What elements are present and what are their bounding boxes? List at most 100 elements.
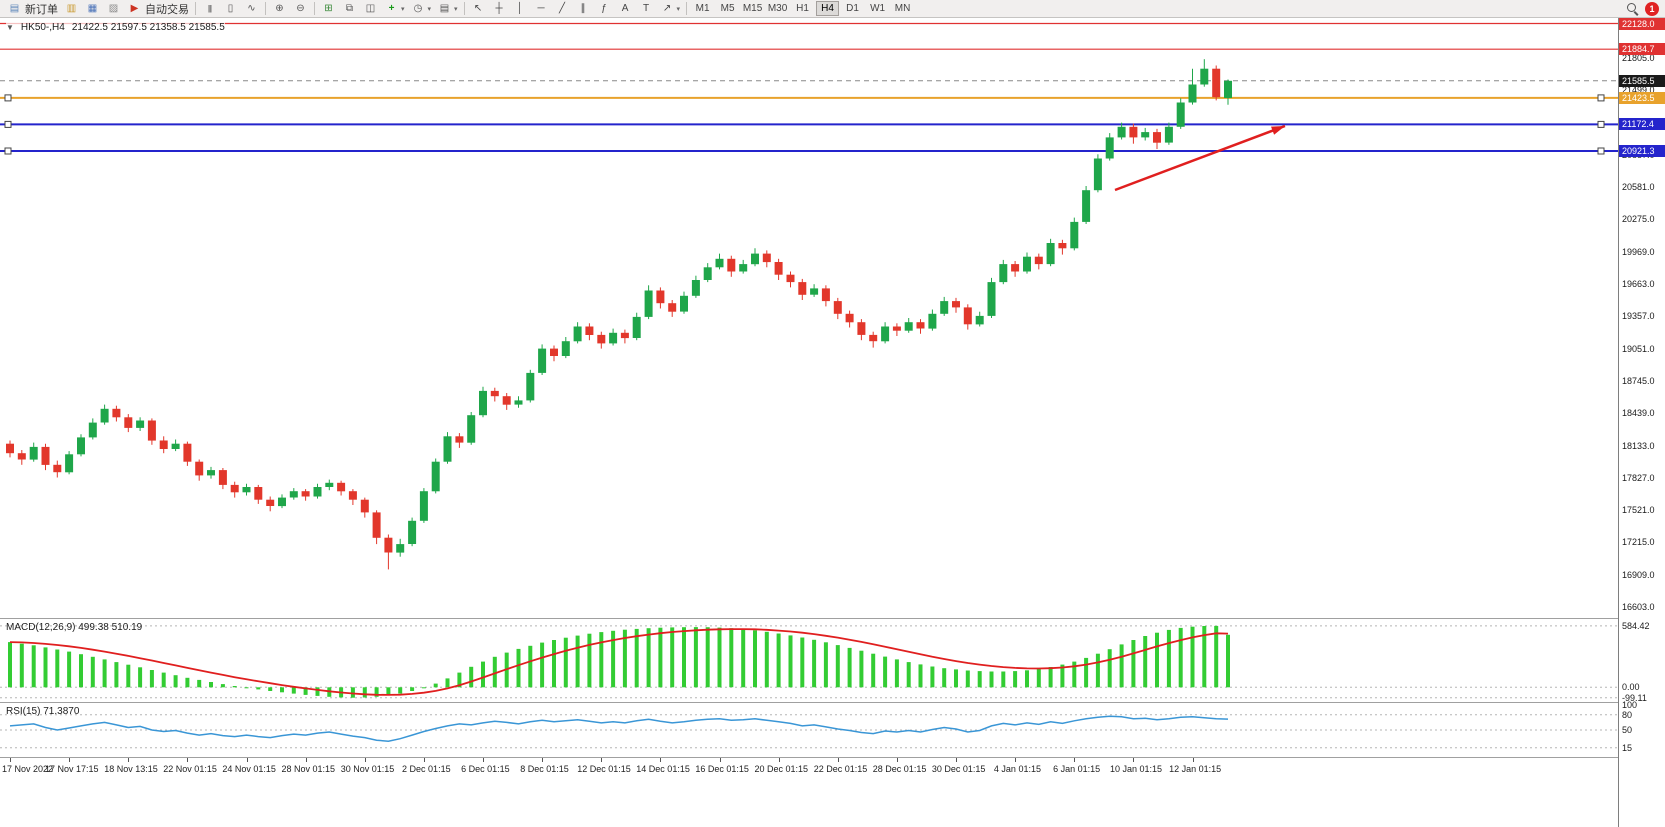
time-label: 8 Dec 01:15 <box>520 764 569 774</box>
rsi-label: RSI(15) 71.3870 <box>6 706 80 717</box>
price-badge: 21585.5 <box>1619 74 1665 87</box>
price-tick-label: 17521.0 <box>1622 505 1655 516</box>
time-tick <box>1133 758 1135 762</box>
auto-trading-button-label: 自动交易 <box>145 3 189 16</box>
timeframe-button-m1[interactable]: M1 <box>695 3 710 14</box>
notification-badge[interactable]: 1 <box>1645 1 1659 16</box>
price-chart[interactable] <box>0 18 1618 618</box>
terminal-icon: ▨ <box>108 2 119 14</box>
crosshair-tool-icon[interactable]: ┼ <box>489 1 510 17</box>
price-badge: 21423.5 <box>1619 91 1665 104</box>
panel-separator[interactable] <box>0 702 1618 703</box>
new-order-button-label: 新订单 <box>25 3 58 16</box>
cursor-tool-icon[interactable]: ↖ <box>468 1 489 17</box>
time-label: 18 Nov 13:15 <box>104 764 158 774</box>
horizontal-line-tool-icon: ─ <box>537 2 545 14</box>
time-tick <box>1015 758 1017 762</box>
trend-arrow-head[interactable] <box>1271 126 1285 135</box>
time-tick <box>305 758 307 762</box>
templates-button[interactable]: ▤ ▾ <box>434 1 461 17</box>
line-handle[interactable] <box>1597 147 1605 155</box>
timeframe-button-m30[interactable]: M30 <box>767 3 788 14</box>
time-label: 4 Jan 01:15 <box>993 764 1041 774</box>
timeframe-bar: M1 M5 M15 M30 H1 H4 D1 W1 MN <box>690 1 915 16</box>
line-handle[interactable] <box>4 94 12 102</box>
timeframe-button-mn[interactable]: MN <box>894 3 911 14</box>
new-order-button[interactable]: ▤ 新订单 <box>4 1 61 17</box>
terminal-icon[interactable]: ▨ <box>103 1 124 17</box>
panel-separator[interactable] <box>0 618 1618 619</box>
rsi-scale-label: 100 <box>1622 699 1638 710</box>
line-chart-icon[interactable]: ∿ <box>241 1 262 17</box>
candlestick-chart-icon: ▯ <box>227 2 234 14</box>
arrange-windows-icon[interactable]: ◫ <box>360 1 381 17</box>
bar-chart-icon: ||| <box>207 3 212 13</box>
arrange-windows-icon: ◫ <box>365 2 376 14</box>
time-tick <box>601 758 603 762</box>
bar-chart-icon[interactable]: ||| <box>199 1 220 17</box>
time-label: 22 Dec 01:15 <box>813 764 868 774</box>
search-icon[interactable] <box>1626 2 1639 15</box>
rsi-panel[interactable] <box>0 703 1618 757</box>
auto-trading-button-icon: ▶ <box>130 2 139 14</box>
vertical-line-tool-icon[interactable]: │ <box>510 1 531 17</box>
time-label: 14 Dec 01:15 <box>636 764 690 774</box>
line-handle[interactable] <box>1597 120 1605 128</box>
price-tick-label: 19357.0 <box>1622 311 1655 322</box>
tile-windows-icon[interactable]: ⊞ <box>318 1 339 17</box>
candlestick-series[interactable] <box>6 59 1232 570</box>
zoom-in-icon[interactable]: ⊕ <box>269 1 290 17</box>
timeframe-button-m5[interactable]: M5 <box>720 3 735 14</box>
periods-button[interactable]: ◷ ▾ <box>408 1 435 17</box>
price-badge: 21884.7 <box>1619 43 1665 56</box>
periods-button-icon: ◷ <box>413 2 423 14</box>
timeframe-button-h1[interactable]: H1 <box>796 3 809 14</box>
price-tick-label: 18133.0 <box>1622 440 1655 451</box>
cascade-windows-icon[interactable]: ⧉ <box>339 1 360 17</box>
data-window-icon[interactable]: ▦ <box>82 1 103 17</box>
toolbar-separator <box>463 2 465 15</box>
candlestick-chart-icon[interactable]: ▯ <box>220 1 241 17</box>
panel-separator[interactable] <box>0 757 1618 758</box>
zoom-in-icon: ⊕ <box>275 2 284 14</box>
macd-panel[interactable] <box>0 619 1618 702</box>
arrow-tool-icon[interactable]: ↗ ▾ <box>657 1 684 17</box>
price-scale[interactable]: 22111.021805.021499.020887.020581.020275… <box>1618 18 1665 827</box>
auto-trading-button[interactable]: ▶ 自动交易 <box>124 1 192 17</box>
time-label: 12 Dec 01:15 <box>577 764 631 774</box>
line-handle[interactable] <box>4 120 12 128</box>
cascade-windows-icon: ⧉ <box>345 2 354 14</box>
indicators-button[interactable]: + ▾ <box>381 1 408 17</box>
channel-tool-icon: ∥ <box>580 2 586 14</box>
time-label: 30 Dec 01:15 <box>931 764 986 774</box>
arrow-tool-icon: ↗ <box>662 2 672 14</box>
channel-tool-icon[interactable]: ∥ <box>573 1 594 17</box>
cursor-tool-icon: ↖ <box>473 2 483 14</box>
line-handle[interactable] <box>1597 94 1605 102</box>
time-label: 30 Nov 01:15 <box>340 764 395 774</box>
toolbar-right: 1 <box>1626 1 1661 16</box>
timeframe-button-w1[interactable]: W1 <box>870 3 886 14</box>
trend-arrow[interactable] <box>1114 124 1286 192</box>
zoom-out-icon[interactable]: ⊖ <box>290 1 311 17</box>
market-watch-icon: ▥ <box>66 2 77 14</box>
text-tool-icon[interactable]: A <box>615 1 636 17</box>
trendline-tool-icon[interactable]: ╱ <box>552 1 573 17</box>
price-tick-label: 20275.0 <box>1622 214 1655 225</box>
timeframe-button-m15[interactable]: M15 <box>742 3 763 14</box>
timeframe-button-h4[interactable]: H4 <box>816 1 840 16</box>
market-watch-icon[interactable]: ▥ <box>61 1 82 17</box>
label-tool-icon[interactable]: T <box>636 1 657 17</box>
price-tick-label: 18745.0 <box>1622 375 1655 386</box>
text-tool-icon: A <box>621 2 629 14</box>
time-scale[interactable]: 17 Nov 2022 17 Nov 17:15 18 Nov 13:15 22 No… <box>0 758 1618 780</box>
time-label: 28 Nov 01:15 <box>281 764 336 774</box>
fibonacci-tool-icon[interactable]: ƒ <box>594 1 615 17</box>
line-handle[interactable] <box>4 147 12 155</box>
time-tick <box>364 758 366 762</box>
price-tick-label: 21499.0 <box>1622 84 1655 95</box>
horizontal-line-tool-icon[interactable]: ─ <box>531 1 552 17</box>
timeframe-button-d1[interactable]: D1 <box>846 3 859 14</box>
tile-windows-icon: ⊞ <box>324 2 333 14</box>
indicators-button-icon: + <box>388 2 395 14</box>
